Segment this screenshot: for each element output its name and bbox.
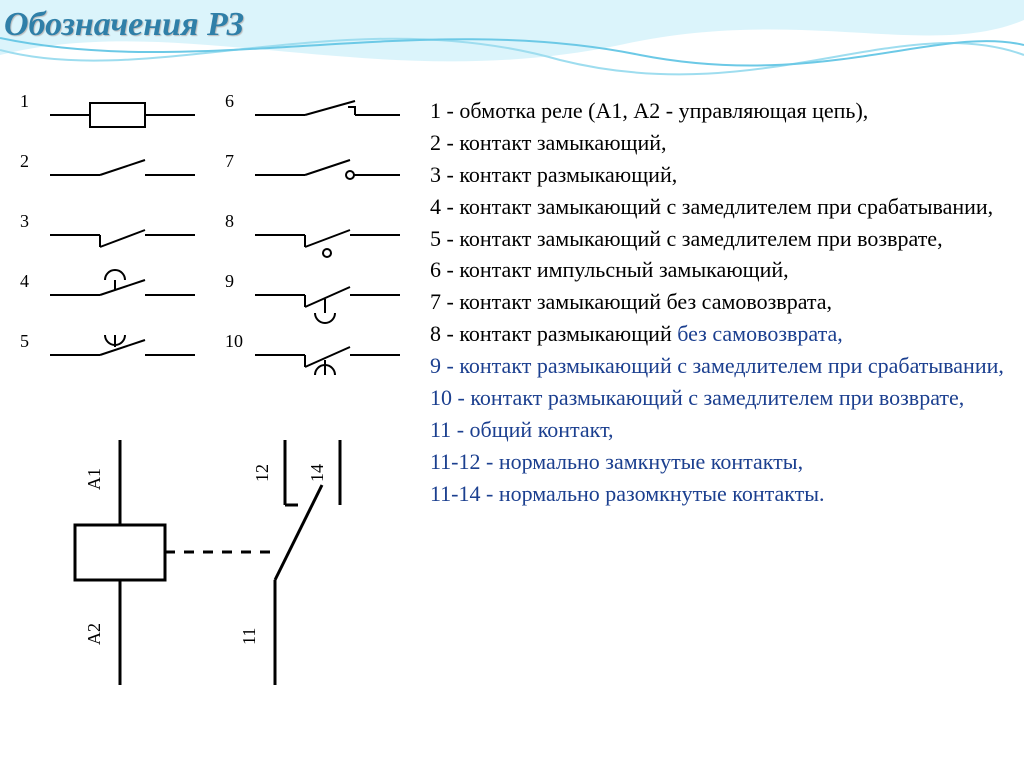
- symbol-1: 1: [20, 91, 195, 127]
- relay-label-a1: A1: [84, 468, 104, 490]
- legend-row: 9 - контакт размыкающий с замедлителем п…: [430, 350, 1010, 382]
- symbol-7: 7: [225, 151, 400, 179]
- legend-row: 11-14 - нормально разомкнутые контакты.: [430, 478, 1010, 510]
- legend-row: 8 - контакт размыкающий без самовозврата…: [430, 318, 1010, 350]
- svg-text:7: 7: [225, 151, 234, 171]
- svg-text:2: 2: [20, 151, 29, 171]
- relay-changeover-diagram: A1 A2 11 12 14: [40, 430, 400, 710]
- legend-row: 7 - контакт замыкающий без самовозврата,: [430, 286, 1010, 318]
- legend-row: 1 - обмотка реле (А1, А2 - управляющая ц…: [430, 95, 1010, 127]
- legend-row: 11 - общий контакт,: [430, 414, 1010, 446]
- svg-text:10: 10: [225, 331, 243, 351]
- legend-row: 11-12 - нормально замкнутые контакты,: [430, 446, 1010, 478]
- relay-label-11: 11: [239, 628, 259, 645]
- relay-label-a2: A2: [84, 623, 104, 645]
- symbol-8: 8: [225, 211, 400, 257]
- legend-row: 3 - контакт размыкающий,: [430, 159, 1010, 191]
- svg-text:8: 8: [225, 211, 234, 231]
- page-title: Обозначения РЗ: [4, 6, 244, 44]
- symbol-5: 5: [20, 331, 195, 355]
- symbol-10: 10: [225, 331, 400, 375]
- legend-row: 5 - контакт замыкающий с замедлителем пр…: [430, 223, 1010, 255]
- symbol-4: 4: [20, 270, 195, 295]
- svg-text:6: 6: [225, 91, 234, 111]
- svg-text:9: 9: [225, 271, 234, 291]
- symbol-9: 9: [225, 271, 400, 323]
- legend-row: 4 - контакт замыкающий с замедлителем пр…: [430, 191, 1010, 223]
- svg-text:4: 4: [20, 271, 29, 291]
- symbol-2: 2: [20, 151, 195, 175]
- symbol-6: 6: [225, 91, 400, 115]
- legend-list: 1 - обмотка реле (А1, А2 - управляющая ц…: [430, 95, 1010, 510]
- svg-text:5: 5: [20, 331, 29, 351]
- legend-row: 10 - контакт размыкающий с замедлителем …: [430, 382, 1010, 414]
- symbol-grid: 1 2 3 4: [10, 85, 410, 415]
- legend-row: 2 - контакт замыкающий,: [430, 127, 1010, 159]
- relay-label-14: 14: [307, 464, 327, 482]
- legend-row: 6 - контакт импульсный замыкающий,: [430, 254, 1010, 286]
- relay-label-12: 12: [252, 464, 272, 482]
- svg-text:1: 1: [20, 91, 29, 111]
- svg-text:3: 3: [20, 211, 29, 231]
- symbol-3: 3: [20, 211, 195, 247]
